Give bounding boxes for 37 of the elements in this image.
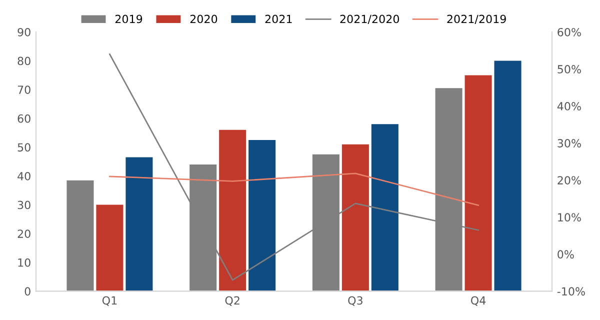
bar (494, 60, 522, 292)
y-tick-label: 50 (18, 143, 30, 152)
y2-tick-label: 50% (558, 65, 581, 74)
x-tick-label: Q4 (471, 296, 486, 306)
line-series (109, 172, 479, 206)
legend-label: 2021/2020 (340, 14, 400, 24)
y-tick-label: 70 (18, 86, 30, 94)
legend-label: 2019 (115, 14, 142, 24)
y-tick-label: 90 (18, 28, 30, 36)
y2-tick-label: 10% (558, 213, 581, 222)
bar (371, 124, 398, 292)
bar (219, 130, 246, 292)
y-tick-label: 40 (18, 172, 30, 180)
y-tick-label: 30 (18, 200, 30, 210)
bar (126, 157, 153, 292)
y-tick-label: 60 (18, 114, 30, 123)
bar (248, 140, 276, 292)
legend-label: 2020 (190, 14, 218, 24)
y-tick-label: 80 (18, 56, 30, 66)
y-tick-label: 10 (18, 258, 30, 267)
y2-tick-label: 30% (558, 139, 581, 148)
y-tick-label: 0 (24, 287, 30, 296)
bar (96, 204, 124, 292)
bar (464, 75, 492, 292)
y2-tick-label: 0% (558, 250, 574, 259)
x-tick-label: Q2 (225, 296, 240, 306)
legend-label: 2021/2019 (447, 14, 506, 24)
y2-tick-label: -10% (557, 287, 585, 296)
y2-tick-label: 20% (558, 176, 581, 184)
x-tick-label: Q1 (102, 296, 117, 306)
y-tick-label: 20 (18, 230, 30, 238)
y2-tick-label: 40% (557, 102, 581, 110)
legend-label: 2021 (265, 14, 292, 24)
x-tick-label: Q3 (348, 296, 362, 306)
y2-tick-label: 60% (558, 28, 581, 36)
bar (66, 180, 94, 292)
bar (342, 144, 369, 292)
